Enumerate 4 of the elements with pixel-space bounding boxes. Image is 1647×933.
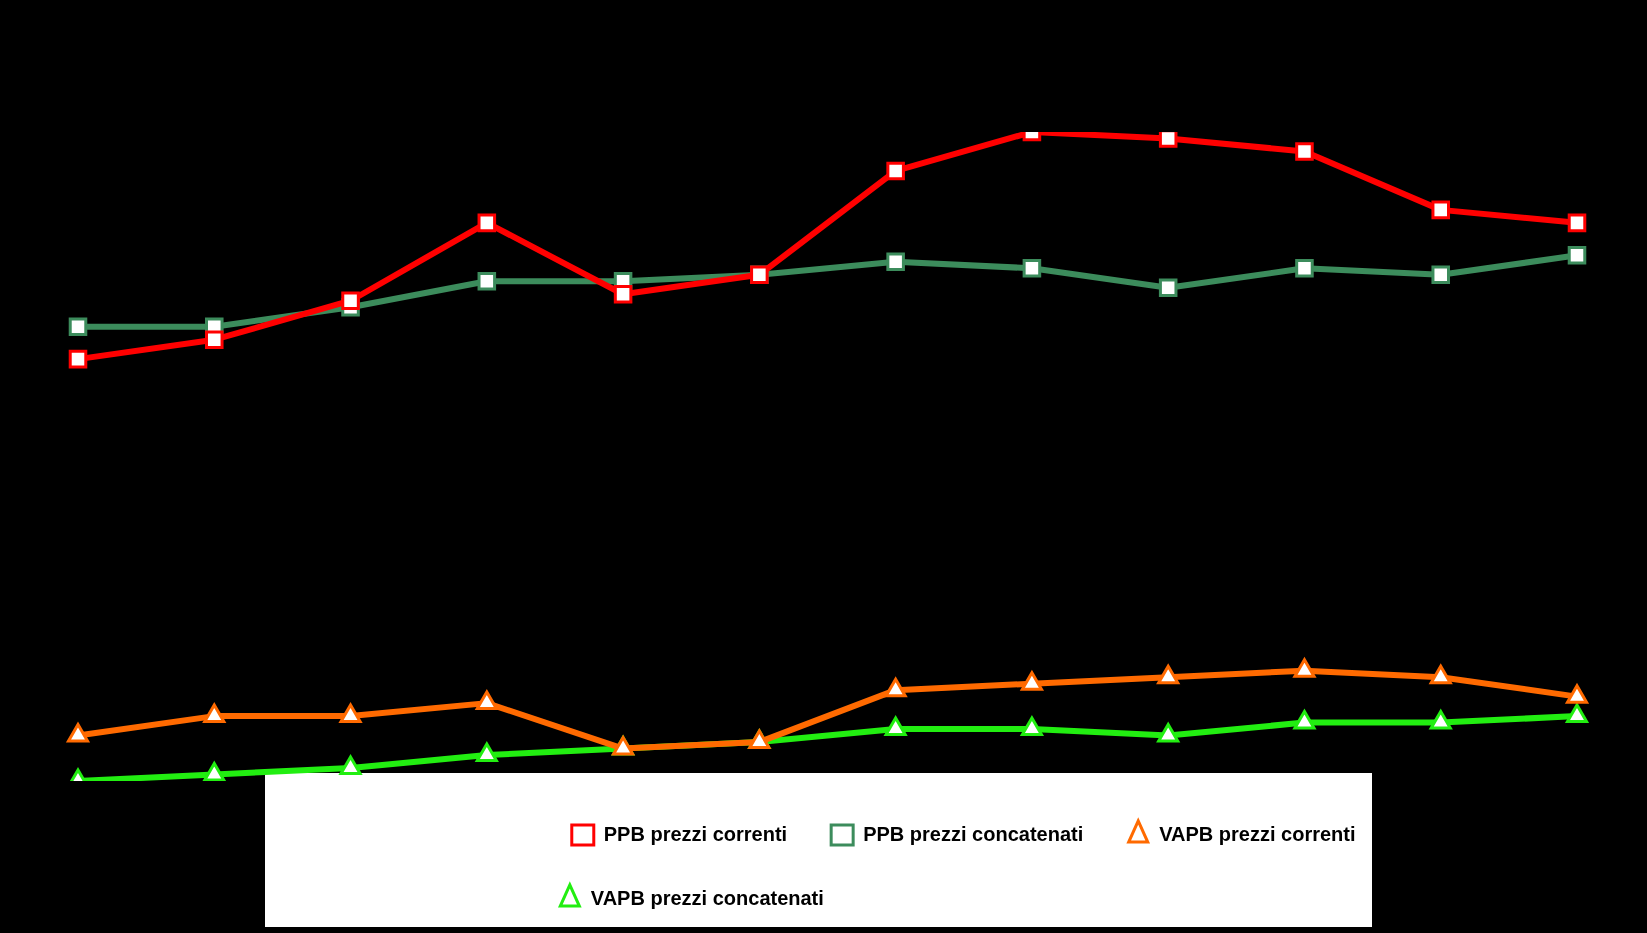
legend-label: VAPB prezzi concatenati xyxy=(590,886,824,909)
legend-label: PPB prezzi correnti xyxy=(603,822,788,845)
legend-label: VAPB prezzi correnti xyxy=(1159,822,1356,845)
legend-label: PPB prezzi concatenati xyxy=(863,822,1084,845)
